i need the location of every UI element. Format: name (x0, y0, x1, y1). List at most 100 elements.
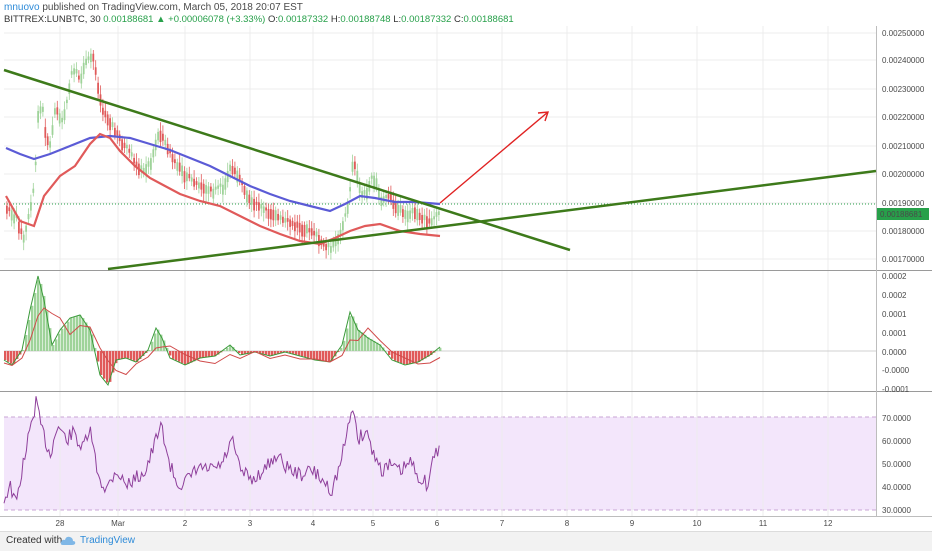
chart-header: mnuovo published on TradingView.com, Mar… (0, 0, 932, 26)
macd-bar (97, 351, 99, 362)
macd-bar (340, 348, 342, 351)
candle-body (268, 209, 270, 219)
macd-bar (394, 351, 396, 361)
macd-bar (370, 339, 372, 351)
candle-body (140, 165, 142, 169)
candle-body (80, 74, 82, 84)
candle-body (246, 190, 248, 202)
candle-body (282, 217, 284, 223)
candle-body (308, 228, 310, 232)
macd-bar (211, 351, 213, 357)
low-value: 0.00187332 (401, 14, 451, 25)
candle-body (407, 211, 409, 222)
macd-pane[interactable] (4, 271, 876, 391)
candle-body (148, 161, 150, 166)
macd-bar (130, 351, 132, 360)
candle-body (244, 186, 246, 195)
candle-body (222, 185, 224, 195)
candle-body (426, 216, 428, 227)
rsi-tick-label: 60.0000 (882, 437, 911, 446)
price-tick-label: 0.00190000 (882, 199, 925, 208)
candle-body (330, 246, 332, 253)
chart-canvas[interactable]: 0.002500000.002400000.002300000.00220000… (0, 26, 932, 531)
candle-body (433, 216, 435, 219)
macd-bar (73, 317, 75, 351)
candle-body (186, 172, 188, 181)
macd-bar (406, 351, 408, 365)
candle-body (97, 83, 99, 94)
candle-body (239, 175, 241, 180)
macd-bar (151, 342, 153, 351)
candle-body (49, 141, 51, 147)
time-tick-label: 11 (759, 519, 768, 528)
rsi-tick-label: 50.0000 (882, 460, 911, 469)
candle-body (95, 67, 97, 74)
candle-body (253, 199, 255, 211)
macd-tick-label: 0.0001 (882, 310, 907, 319)
candle-body (114, 128, 116, 136)
candle-body (133, 158, 135, 164)
candle-body (438, 211, 440, 215)
candle-body (229, 165, 231, 171)
macd-bar (397, 351, 399, 362)
low-label: L: (393, 14, 401, 25)
macd-bar (322, 351, 324, 361)
price-pane[interactable] (4, 26, 876, 270)
price-tick-label: 0.00210000 (882, 142, 925, 151)
candle-body (200, 182, 202, 189)
macd-bar (106, 351, 108, 383)
macd-bar (409, 351, 411, 364)
candle-body (289, 219, 291, 227)
tradingview-brand-link[interactable]: TradingView (80, 535, 135, 546)
time-tick-label: 4 (311, 519, 316, 528)
candle-body (152, 149, 154, 157)
candle-body (59, 113, 61, 123)
macd-bar (388, 351, 390, 355)
macd-bar (172, 351, 174, 359)
author-link[interactable]: mnuovo (4, 2, 40, 13)
candle-body (172, 154, 174, 162)
change-arrow-icon: ▲ (156, 14, 165, 25)
candle-body (215, 187, 217, 190)
macd-bar (76, 316, 78, 351)
candle-body (20, 228, 22, 234)
macd-bar (202, 351, 204, 358)
candle-body (421, 215, 423, 223)
symbol-label[interactable]: BITTREX:LUNBTC, 30 (4, 14, 101, 25)
candle-body (342, 221, 344, 230)
candle-body (25, 226, 27, 232)
macd-tick-label: 0.0000 (882, 348, 907, 357)
macd-bar (328, 351, 330, 362)
macd-bar (439, 348, 441, 351)
candle-body (61, 118, 63, 122)
candle-body (112, 122, 114, 127)
candle-body (395, 202, 397, 213)
candle-body (107, 114, 109, 125)
candle-body (313, 231, 315, 235)
candle-body (414, 207, 416, 219)
candle-body (196, 181, 198, 185)
candle-body (428, 218, 430, 223)
macd-axis[interactable]: 0.00020.00020.00010.00010.0000-0.0000-0.… (882, 272, 910, 394)
candle-body (78, 76, 80, 80)
macd-bar (364, 335, 366, 351)
candle-body (150, 158, 152, 170)
macd-bar (67, 322, 69, 351)
candle-body (227, 171, 229, 182)
rsi-tick-label: 70.0000 (882, 414, 911, 423)
tradingview-cloud-icon (60, 535, 76, 547)
candle-body (376, 178, 378, 187)
candle-body (234, 168, 236, 174)
candle-body (277, 214, 279, 220)
candle-body (258, 202, 260, 210)
candle-body (205, 185, 207, 194)
candle-body (54, 108, 56, 114)
candle-body (174, 159, 176, 163)
candle-body (28, 214, 30, 219)
price-axis[interactable]: 0.002500000.002400000.002300000.00220000… (882, 29, 925, 264)
candle-body (275, 210, 277, 220)
candle-body (354, 162, 356, 170)
price-change: +0.00006078 (+3.33%) (168, 14, 265, 25)
